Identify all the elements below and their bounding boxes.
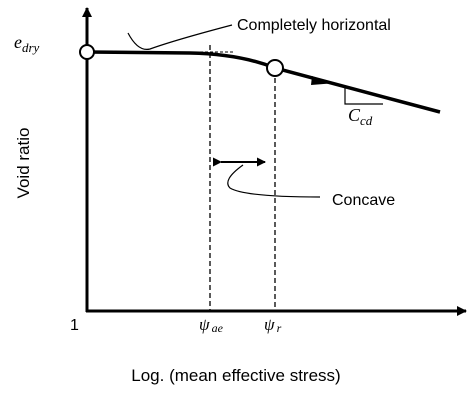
- y-axis-label: Void ratio: [14, 128, 33, 199]
- e-dry-point: [79, 44, 95, 60]
- x-axis-label: Log. (mean effective stress): [131, 366, 340, 385]
- curve-direction-arrow: [311, 76, 330, 85]
- annotation-horizontal: Completely horizontal: [237, 17, 391, 34]
- ccd-slope-triangle: [344, 87, 383, 105]
- origin-tick-label: 1: [70, 317, 79, 334]
- e-dry-label: edry: [14, 32, 40, 55]
- ccd-label: Ccd: [348, 105, 373, 128]
- annotation-concave: Concave: [332, 192, 395, 209]
- psi-r-point: [266, 59, 284, 77]
- horizontal-leader-line: [127, 24, 233, 51]
- concave-leader-line: [227, 164, 321, 198]
- psi-ae-label: ψ ae: [199, 315, 224, 335]
- void-ratio-curve: [86, 50, 441, 114]
